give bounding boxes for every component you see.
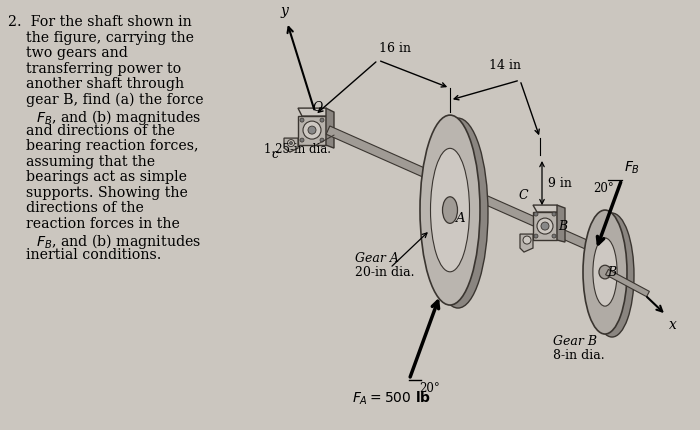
Circle shape [288,140,295,147]
Ellipse shape [599,265,611,279]
Ellipse shape [420,115,480,305]
Circle shape [552,234,556,238]
Polygon shape [533,205,561,212]
Text: C: C [519,189,528,202]
Ellipse shape [590,213,634,337]
Circle shape [303,121,321,139]
Ellipse shape [442,197,458,223]
Ellipse shape [428,118,488,308]
Text: transferring power to: transferring power to [8,61,181,76]
Ellipse shape [593,238,617,306]
Text: O: O [313,101,323,114]
Text: 14 in: 14 in [489,59,521,72]
Circle shape [300,118,304,122]
Text: A: A [455,212,465,224]
Circle shape [534,212,538,216]
Text: 16 in: 16 in [379,42,411,55]
Text: y: y [280,4,288,18]
Text: two gears and: two gears and [8,46,128,60]
Ellipse shape [430,148,470,272]
Polygon shape [298,116,326,145]
Circle shape [534,234,538,238]
Text: directions of the: directions of the [8,201,144,215]
Text: bearings act as simple: bearings act as simple [8,170,187,184]
Text: bearing reaction forces,: bearing reaction forces, [8,139,199,153]
Text: 20°: 20° [594,181,615,195]
Circle shape [523,236,531,244]
Ellipse shape [583,210,627,334]
Text: gear B, find (a) the force: gear B, find (a) the force [8,92,204,107]
Polygon shape [520,234,533,252]
Polygon shape [284,138,298,152]
Text: $F_A = 500\ \mathbf{lb}$: $F_A = 500\ \mathbf{lb}$ [352,390,431,407]
Text: another shaft through: another shaft through [8,77,184,91]
Text: Gear B: Gear B [553,335,597,348]
Polygon shape [326,126,612,259]
Polygon shape [533,212,557,240]
Polygon shape [298,108,330,116]
Text: 20-in dia.: 20-in dia. [355,266,414,279]
Polygon shape [606,270,650,297]
Circle shape [537,218,553,234]
Text: reaction forces in the: reaction forces in the [8,217,180,230]
Text: inertial conditions.: inertial conditions. [8,248,162,261]
Circle shape [320,118,324,122]
Circle shape [541,222,549,230]
Text: 8-in dia.: 8-in dia. [553,349,605,362]
Polygon shape [557,205,565,242]
Text: the figure, carrying the: the figure, carrying the [8,31,194,45]
Text: 9 in: 9 in [548,177,572,190]
Text: assuming that the: assuming that the [8,155,155,169]
Text: x: x [669,318,677,332]
Circle shape [300,138,304,142]
Text: and directions of the: and directions of the [8,123,175,138]
Text: 2.  For the shaft shown in: 2. For the shaft shown in [8,15,192,29]
Text: c: c [271,148,278,161]
Circle shape [552,212,556,216]
Text: 1.25-in dia.: 1.25-in dia. [264,143,331,156]
Circle shape [320,138,324,142]
Text: B: B [607,266,616,279]
Text: $F_B$, and (b) magnitudes: $F_B$, and (b) magnitudes [36,108,201,127]
Text: 20°: 20° [419,381,440,395]
Circle shape [308,126,316,134]
Text: supports. Showing the: supports. Showing the [8,186,188,200]
Text: Gear A: Gear A [355,252,399,265]
Circle shape [290,141,293,144]
Text: $F_B$, and (b) magnitudes: $F_B$, and (b) magnitudes [36,232,201,251]
Text: B: B [558,220,567,233]
Text: $F_B$: $F_B$ [624,159,640,175]
Polygon shape [326,108,334,148]
